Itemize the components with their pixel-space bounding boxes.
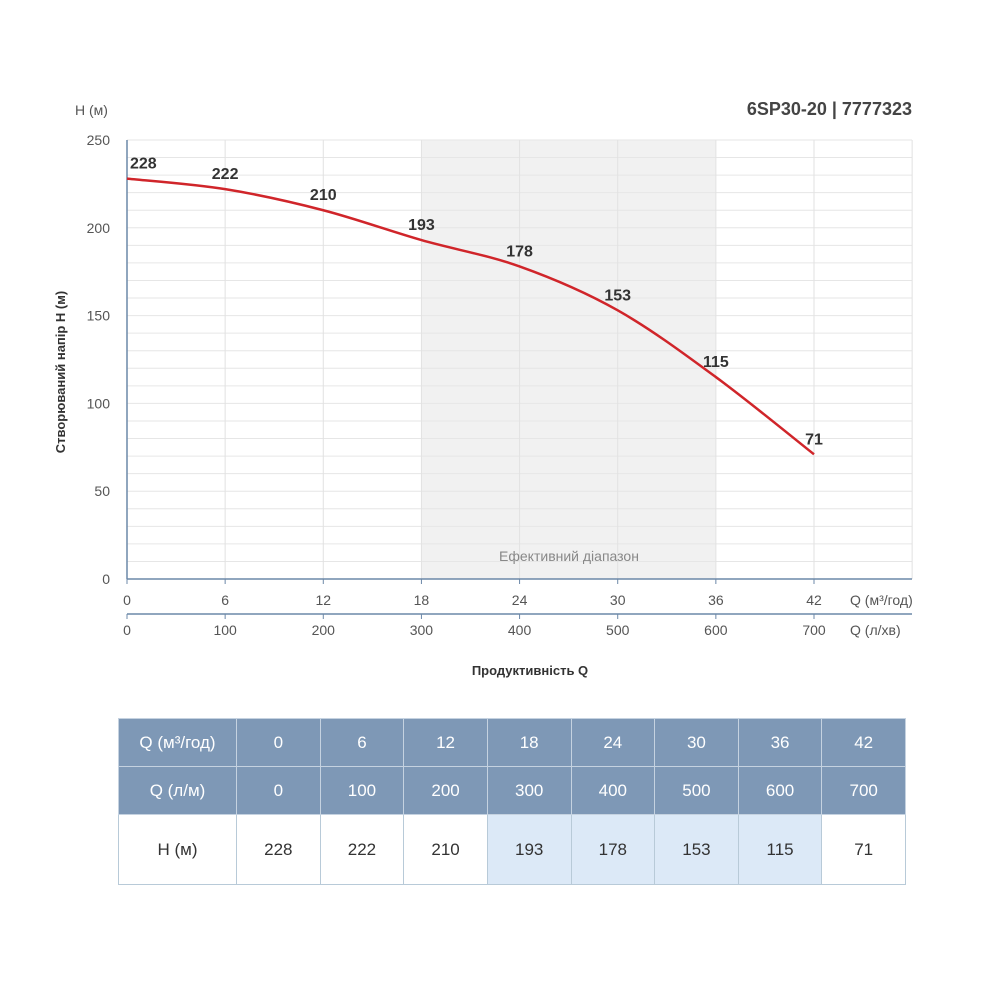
y-unit-label: H (м)	[75, 102, 108, 118]
table-row-label: H (м)	[118, 814, 237, 885]
table-cell: 24	[570, 718, 656, 767]
table-cell: 193	[486, 814, 572, 885]
table-cell: 0	[236, 718, 321, 767]
x-tick-label: 36	[708, 592, 724, 608]
table-cell: 71	[821, 814, 906, 885]
table-cell: 153	[654, 814, 739, 885]
table-cell: 100	[319, 766, 405, 815]
x2-unit-label: Q (л/хв)	[850, 622, 901, 638]
table-cell: 500	[654, 766, 739, 815]
x2-tick-label: 600	[704, 622, 728, 638]
curve-layer	[126, 177, 815, 456]
x-tick-label: 24	[512, 592, 528, 608]
data-label: 153	[604, 287, 631, 304]
data-label: 178	[506, 243, 533, 260]
y-tick-label: 50	[94, 483, 110, 499]
data-table: Q (м³/год) 0 6 12 18 24 30 36 42 Q (л/м) 0 100 200 30…	[118, 718, 906, 885]
efficient-range-label: Ефективний діапазон	[499, 548, 639, 564]
x-tick-label: 12	[315, 592, 331, 608]
chart-title: 6SP30-20 | 7777323	[747, 99, 912, 119]
table-cell: 400	[570, 766, 656, 815]
table-row: H (м) 228 222 210 193 178 153 115 71	[118, 814, 906, 885]
table-cell: 178	[570, 814, 656, 885]
axes: 0 50 100 150 200 250 0 6 12 18 24 30 36 42 0 100 200 300 4…	[87, 132, 912, 638]
table-cell: 12	[403, 718, 488, 767]
table-row: Q (л/м) 0 100 200 300 400 500 600 700	[118, 766, 906, 815]
table-cell: 200	[403, 766, 488, 815]
table-cell: 300	[486, 766, 572, 815]
table-row: Q (м³/год) 0 6 12 18 24 30 36 42	[118, 718, 906, 767]
grid	[127, 139, 913, 580]
x-axis-title: Продуктивність Q	[472, 663, 588, 678]
x-tick-label: 6	[221, 592, 229, 608]
x2-tick-label: 700	[802, 622, 826, 638]
x-tick-label: 18	[414, 592, 430, 608]
table-cell: 210	[403, 814, 488, 885]
data-label: 210	[310, 187, 337, 204]
data-label: 193	[408, 217, 435, 234]
x2-tick-label: 200	[312, 622, 336, 638]
y-tick-label: 0	[102, 571, 110, 587]
x2-tick-label: 100	[213, 622, 237, 638]
y-tick-label: 200	[87, 220, 111, 236]
table-cell: 600	[737, 766, 823, 815]
efficient-range-band	[421, 140, 716, 579]
table-row-label: Q (м³/год)	[118, 718, 237, 767]
y-tick-label: 250	[87, 132, 111, 148]
x2-tick-label: 300	[410, 622, 434, 638]
data-label: 71	[805, 431, 823, 448]
table-cell: 42	[821, 718, 906, 767]
table-cell: 0	[236, 766, 321, 815]
x-tick-label: 42	[806, 592, 822, 608]
y-tick-label: 150	[87, 308, 111, 324]
x-tick-label: 0	[123, 592, 131, 608]
y-axis-title: Створюваний напір H (м)	[53, 291, 68, 453]
y-tick-label: 100	[87, 395, 111, 411]
table-cell: 700	[821, 766, 906, 815]
table-cell: 6	[319, 718, 405, 767]
x2-tick-label: 500	[606, 622, 630, 638]
data-label: 115	[703, 354, 729, 371]
data-label: 228	[130, 156, 157, 173]
table-row-label: Q (л/м)	[118, 766, 237, 815]
data-label: 222	[212, 166, 239, 183]
table-cell: 18	[486, 718, 572, 767]
table-cell: 36	[737, 718, 823, 767]
efficient-range-rect	[421, 140, 716, 579]
x2-tick-label: 400	[508, 622, 532, 638]
table-cell: 222	[319, 814, 405, 885]
table-cell: 30	[654, 718, 739, 767]
head-curve-line	[126, 177, 815, 456]
value-labels: 228 222 210 193 178 153 115 71	[130, 156, 823, 449]
pump-curve-chart: 0 50 100 150 200 250 0 6 12 18 24 30 36 42 0 100 200 300 4…	[53, 99, 913, 678]
x-unit-label: Q (м³/год)	[850, 592, 913, 608]
table-cell: 115	[737, 814, 823, 885]
x-tick-label: 30	[610, 592, 626, 608]
table-cell: 228	[236, 814, 321, 885]
x2-tick-label: 0	[123, 622, 131, 638]
